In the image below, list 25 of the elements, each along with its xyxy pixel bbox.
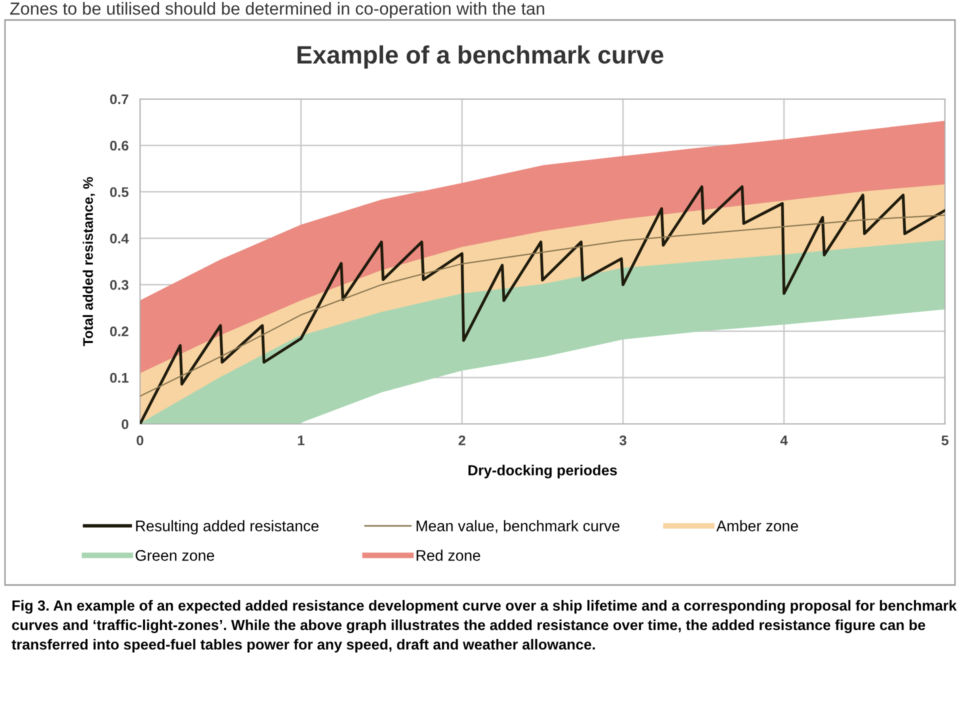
legend-label: Red zone <box>416 550 480 561</box>
text: Zones to be utilised should be determined in co-operation with the tan <box>10 2 544 18</box>
legend-label: Resulting added resistance <box>136 520 319 534</box>
y-tick-label: 0.6 <box>110 140 128 151</box>
x-tick-label: 2 <box>458 435 466 446</box>
caption: Fig 3. An example of an expected added resistance development curve over a ship lifetime and a corresponding proposal for benchmark curves and ‘traffic-light-zones’. While the above graph illustrates the added resistance over time, the added resistance figure can be transferred into speed-fuel tables power for any speed, draft and weather allowance. <box>12 600 957 653</box>
x-tick-label: 4 <box>780 436 788 446</box>
x-tick-label: 0 <box>136 435 144 446</box>
x-tick-label: 3 <box>619 435 626 446</box>
x-axis-title: Dry-docking periodes <box>468 464 617 478</box>
line-series <box>140 214 945 397</box>
chart-title: Example of a benchmark curve <box>298 45 664 69</box>
y-tick-label: 0.7 <box>110 94 128 104</box>
legend-label: Amber zone <box>716 520 798 532</box>
legend-label: Green zone <box>136 550 214 561</box>
legend-label: Mean value, benchmark curve <box>416 520 620 534</box>
y-tick-label: 0.3 <box>110 280 128 290</box>
y-axis-title: Total added resistance, % <box>82 177 95 346</box>
y-tick-label: 0.2 <box>110 326 128 336</box>
y-tick-label: 0.4 <box>110 234 129 244</box>
y-tick-label: 0 <box>122 419 128 430</box>
x-tick-label: 1 <box>298 436 304 446</box>
x-tick-label: 5 <box>942 436 948 446</box>
y-tick-label: 0.5 <box>110 187 129 198</box>
y-tick-label: 0.1 <box>110 372 129 383</box>
